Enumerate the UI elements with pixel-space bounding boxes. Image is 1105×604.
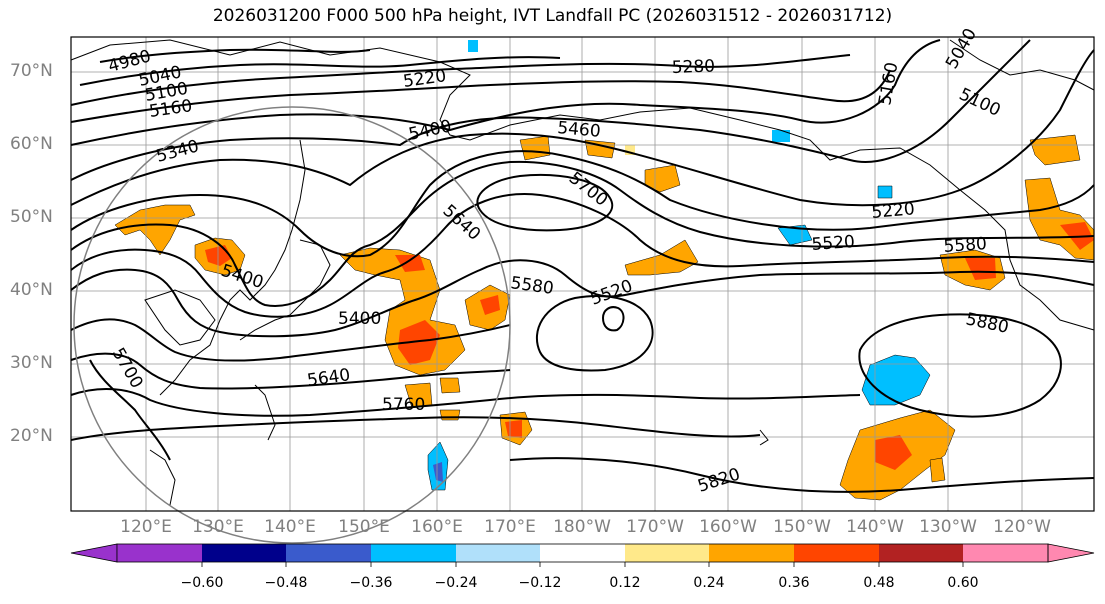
lat-label-20n: 20°N (10, 426, 53, 446)
ivt-shading-negative (427, 40, 931, 491)
colorbar-min-extend (70, 543, 118, 563)
colorbar-bin (625, 544, 709, 562)
colorbar-bin (286, 544, 371, 562)
contour-label: 5520 (811, 232, 856, 255)
colorbar-tick-label: −0.36 (349, 575, 393, 591)
colorbar-bin (540, 544, 625, 562)
colorbar-tick-label: −0.48 (264, 575, 308, 591)
radius-circle (73, 106, 511, 544)
colorbar-bin (709, 544, 794, 562)
colorbar-bin (794, 544, 879, 562)
colorbar-bin (879, 544, 963, 562)
contour-label: 5760 (382, 395, 425, 415)
lon-label: 130°W (919, 517, 977, 537)
contour-label: 5460 (557, 118, 602, 142)
colorbar-tick-label: 0.36 (778, 575, 810, 591)
lat-label-70n: 70°N (10, 61, 53, 81)
colorbar (70, 543, 1095, 567)
colorbar-tick-label: −0.24 (434, 575, 478, 591)
contour-label: 5280 (671, 56, 715, 77)
lon-label: 140°W (846, 517, 904, 537)
lon-label: 120°W (993, 517, 1051, 537)
colorbar-bin (117, 544, 202, 562)
colorbar-tick-label: 0.48 (863, 575, 895, 591)
lat-label-50n: 50°N (10, 207, 53, 227)
colorbar-tick-label: −0.60 (180, 575, 224, 591)
lon-label: 140°E (264, 517, 316, 537)
lon-label: 180°W (553, 517, 611, 537)
lon-label: 160°W (699, 517, 757, 537)
lon-label: 150°E (338, 517, 390, 537)
colorbar-tick-label: 0.12 (609, 575, 641, 591)
lon-label: 150°W (773, 517, 831, 537)
colorbar-tick-label: 0.60 (947, 575, 979, 591)
map-frame (70, 36, 1095, 512)
lon-label: 160°E (411, 517, 463, 537)
colorbar-bin (371, 544, 456, 562)
ivt-shading-positive (114, 134, 1095, 501)
colorbar-max-extend (1047, 543, 1095, 563)
lat-label-30n: 30°N (10, 353, 53, 373)
colorbar-bin (202, 544, 286, 562)
colorbar-bin (456, 544, 540, 562)
lat-label-40n: 40°N (10, 280, 53, 300)
lon-label: 130°E (192, 517, 244, 537)
lat-label-60n: 60°N (10, 134, 53, 154)
lon-label: 170°E (484, 517, 536, 537)
map-title: 2026031200 F000 500 hPa height, IVT Land… (212, 6, 893, 26)
colorbar-tick-label: −0.12 (518, 575, 562, 591)
lon-label: 120°E (120, 517, 172, 537)
colorbar-tick-label: 0.24 (693, 575, 725, 591)
colorbar-bin (963, 544, 1048, 562)
contour-label: 5220 (871, 199, 916, 223)
lon-label: 170°W (626, 517, 684, 537)
contour-label: 5580 (943, 234, 988, 257)
contour-label: 5400 (338, 309, 381, 329)
height-contours (70, 39, 1095, 493)
